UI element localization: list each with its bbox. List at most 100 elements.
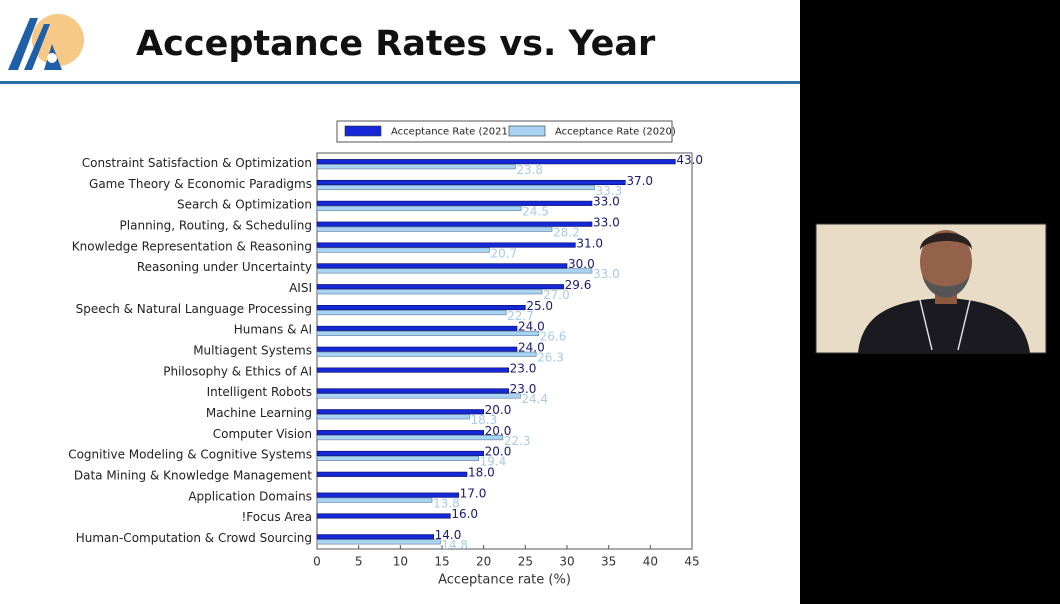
bar [316,330,539,336]
y-tick-label: Data Mining & Knowledge Management [74,469,312,483]
value-label: 20.0 [485,445,512,459]
value-label: 20.0 [485,424,512,438]
bar [316,539,441,545]
x-tick-label: 20 [476,555,491,569]
value-label: 14.8 [441,538,468,552]
value-label: 18.3 [471,413,498,427]
value-label: 33.3 [596,184,623,198]
bar [316,534,434,540]
value-label: 17.0 [460,486,487,500]
value-label: 24.0 [518,341,545,355]
x-tick-label: 40 [643,555,658,569]
bar [316,221,593,227]
y-tick-label: Search & Optimization [177,198,312,212]
x-tick-label: 5 [355,555,363,569]
x-tick-label: 25 [518,555,533,569]
bar [316,492,459,498]
value-label: 31.0 [576,236,603,250]
x-tick-label: 0 [313,555,321,569]
value-label: 24.5 [522,205,549,219]
bar [316,289,543,295]
value-label: 43.0 [676,153,703,167]
value-label: 26.3 [537,351,564,365]
value-label: 23.0 [510,361,537,375]
y-tick-label: Application Domains [188,489,312,503]
legend: Acceptance Rate (2021) Acceptance Rate (2… [336,120,676,143]
bar [316,305,526,311]
bar [316,471,468,477]
y-tick-label: Machine Learning [206,406,312,420]
value-label: 22.3 [504,434,531,448]
value-label: 19.4 [480,455,507,469]
x-axis-label: Acceptance rate (%) [438,573,571,588]
y-tick-label: Human-Computation & Crowd Sourcing [76,531,312,545]
bar [316,247,490,253]
bar [316,159,676,165]
x-tick-label: 15 [434,555,449,569]
value-label: 33.0 [593,267,620,281]
bar [316,367,509,373]
value-label: 28.2 [553,225,580,239]
bar [316,310,507,316]
legend-label: Acceptance Rate (2020) [555,127,676,138]
y-tick-label: Multiagent Systems [193,344,312,358]
value-label: 23.0 [510,382,537,396]
bar [316,268,593,274]
y-tick-label: Philosophy & Ethics of AI [163,364,312,378]
value-label: 33.0 [593,215,620,229]
y-tick-label: Constraint Satisfaction & Optimization [82,156,312,170]
y-tick-label: Reasoning under Uncertainty [137,260,312,274]
slide-title: Acceptance Rates vs. Year [136,24,656,64]
bar [316,351,537,357]
value-label: 33.0 [593,195,620,209]
bar [316,200,593,206]
x-tick-label: 30 [559,555,574,569]
bar [316,226,553,232]
value-label: 30.0 [568,257,595,271]
bar [316,205,522,211]
value-label: 23.8 [516,163,543,177]
bar [316,388,509,394]
x-tick-label: 45 [684,555,699,569]
video-tile [815,223,1047,354]
chart: 0 5 10 15 20 25 30 35 40 45 Acceptance rate (%) Con… [68,120,703,588]
bar [316,414,470,420]
value-label: 24.4 [521,392,548,406]
divider [0,81,800,84]
x-tick-label: 35 [601,555,616,569]
bar [316,430,484,436]
y-tick-label: Planning, Routing, & Scheduling [120,218,312,232]
bar [316,450,484,457]
value-label: 22.7 [507,309,534,323]
bar [316,179,626,186]
bar [316,184,595,191]
bar [316,393,521,399]
value-label: 25.0 [526,299,553,313]
bar [316,497,433,503]
y-tick-label: Intelligent Robots [207,385,312,399]
legend-frame [336,120,673,143]
y-tick-label: !Focus Area [241,510,312,524]
value-label: 20.0 [485,403,512,417]
value-label: 18.0 [468,466,495,480]
value-label: 29.6 [565,278,592,292]
bar [316,455,479,462]
y-tick-label: Computer Vision [213,427,312,441]
value-label: 14.0 [435,528,462,542]
bar [316,242,576,248]
value-label: 37.0 [626,174,653,188]
y-tick-label: Humans & AI [234,323,312,337]
slide [0,0,800,604]
bar [316,513,451,519]
legend-label: Acceptance Rate (2021) [391,127,512,138]
logo [8,14,84,70]
bar [316,409,484,415]
bar [316,284,564,290]
y-tick-label: Knowledge Representation & Reasoning [72,239,312,253]
value-label: 27.0 [543,288,570,302]
value-label: 16.0 [451,507,478,521]
value-label: 26.6 [540,330,567,344]
value-label: 24.0 [518,320,545,334]
bar [316,435,504,441]
bar [316,164,516,170]
